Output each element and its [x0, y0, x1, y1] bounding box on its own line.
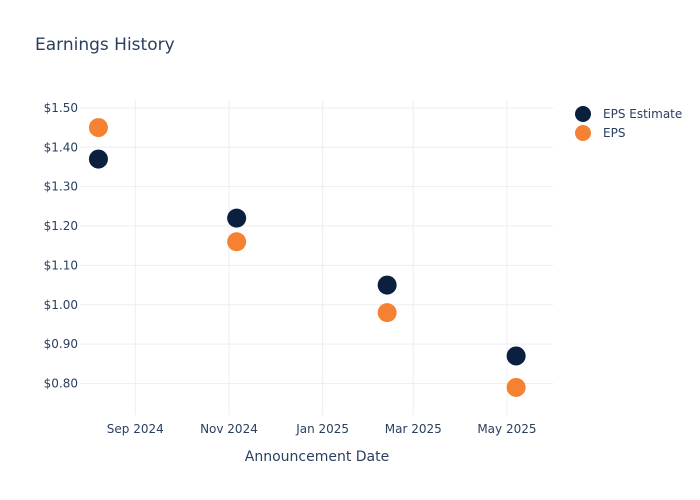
- x-tick-label: May 2025: [477, 422, 536, 436]
- y-tick-label: $0.90: [44, 337, 78, 351]
- legend[interactable]: EPS Estimate EPS: [575, 106, 682, 141]
- legend-marker: [575, 106, 591, 122]
- data-point[interactable]: [227, 232, 247, 252]
- data-point[interactable]: [506, 346, 526, 366]
- legend-item[interactable]: EPS: [575, 125, 625, 141]
- x-tick-label: Mar 2025: [385, 422, 442, 436]
- x-tick-label: Jan 2025: [295, 422, 349, 436]
- x-tick-label: Nov 2024: [200, 422, 258, 436]
- series-eps-estimate: [88, 149, 526, 366]
- y-axis: $0.80 $0.90 $1.00 $1.10 $1.20 $1.30 $1.40 $1.50: [44, 101, 78, 391]
- y-tick-label: $1.50: [44, 101, 78, 115]
- legend-label: EPS: [603, 126, 625, 140]
- legend-marker: [575, 125, 591, 141]
- y-tick-label: $1.10: [44, 258, 78, 272]
- x-tick-label: Sep 2024: [107, 422, 164, 436]
- legend-label: EPS Estimate: [603, 107, 682, 121]
- y-tick-label: $1.30: [44, 180, 78, 194]
- data-point[interactable]: [506, 377, 526, 397]
- series-eps: [88, 118, 526, 397]
- y-tick-label: $1.40: [44, 140, 78, 154]
- x-axis-title: Announcement Date: [245, 449, 389, 465]
- data-point[interactable]: [88, 149, 108, 169]
- y-tick-label: $1.20: [44, 219, 78, 233]
- data-points: [88, 118, 526, 397]
- data-point[interactable]: [377, 303, 397, 323]
- data-point[interactable]: [377, 275, 397, 295]
- x-axis: Sep 2024 Nov 2024 Jan 2025 Mar 2025 May 2025: [107, 422, 537, 436]
- y-tick-label: $1.00: [44, 298, 78, 312]
- chart-title: Earnings History: [35, 35, 175, 55]
- data-point[interactable]: [227, 208, 247, 228]
- data-point[interactable]: [88, 118, 108, 138]
- legend-item[interactable]: EPS Estimate: [575, 106, 682, 122]
- grid: [80, 100, 553, 415]
- y-tick-label: $0.80: [44, 377, 78, 391]
